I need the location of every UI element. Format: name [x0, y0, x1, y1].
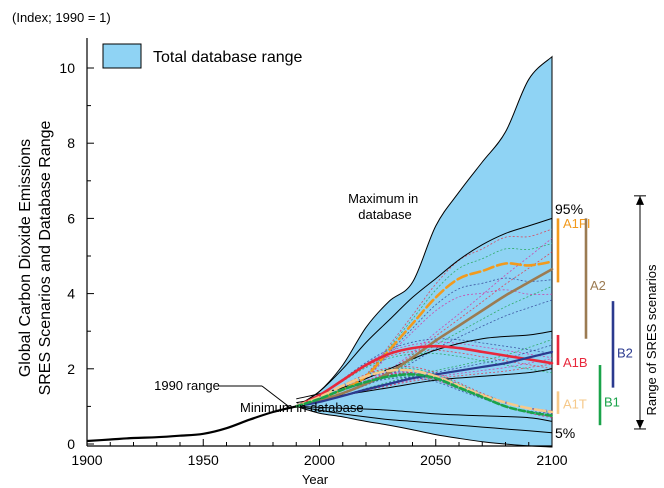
label-95-percent: 95% — [555, 201, 583, 217]
scenario-label-a1t: A1T — [563, 396, 587, 411]
marker-scenario-line — [296, 405, 553, 422]
scenario-label-a2: A2 — [590, 278, 606, 293]
scenario-label-b1: B1 — [604, 394, 620, 409]
sres-range-arrowhead-top — [636, 195, 644, 205]
series-line-a2 — [295, 267, 554, 408]
y-axis-label-line-2: SRES Scenarios and Database Range — [37, 120, 54, 395]
scenario-line-a2-variant — [296, 237, 553, 407]
series-line-a1b — [295, 344, 554, 408]
scenario-line-a1fi-variant — [296, 277, 553, 407]
y-tick-label: 4 — [67, 286, 75, 302]
marker-scenario-line — [296, 330, 553, 400]
x-tick-label: 2000 — [304, 452, 335, 468]
x-tick-label: 1950 — [188, 452, 219, 468]
annotation-minimum: Minimum in database — [240, 400, 364, 415]
annotation-1990-range-leader-2 — [261, 385, 293, 410]
legend: Total database range — [102, 43, 303, 69]
y-tick-label: 8 — [67, 135, 75, 151]
y-tick-label: 2 — [67, 361, 75, 377]
annotation-1990-range: 1990 range — [154, 378, 220, 393]
scenario-label-a1fi: A1FI — [563, 216, 590, 231]
y-tick-label: 6 — [67, 210, 75, 226]
scenario-label-a1b: A1B — [563, 355, 588, 370]
percentile-95-line — [296, 217, 553, 407]
percentile-5-line — [296, 405, 553, 434]
x-axis-label: Year — [302, 472, 329, 487]
scenario-line-a1b-variant — [296, 341, 553, 407]
legend-label: Total database range — [153, 49, 303, 66]
unit-note: (Index; 1990 = 1) — [12, 10, 111, 25]
y-tick-label: 10 — [59, 60, 75, 76]
scenario-line-a1b-variant — [296, 352, 553, 407]
historical-line — [86, 405, 297, 443]
scenario-line-a1b-variant — [296, 338, 553, 407]
scenario-line-a1fi-variant — [296, 228, 553, 407]
sres-range-arrowhead-bottom — [636, 419, 644, 429]
x-tick-label: 1900 — [71, 452, 102, 468]
scenario-label-b2: B2 — [617, 346, 633, 361]
series-line-b1 — [295, 373, 554, 418]
range-of-sres-label: Range of SRES scenarios — [644, 264, 659, 416]
scenario-line-a1fi-variant — [296, 243, 553, 407]
legend-swatch — [102, 43, 142, 69]
label-5-percent: 5% — [555, 425, 575, 441]
series-line-a1t — [295, 368, 554, 414]
scenario-line-a1fi-variant — [296, 289, 553, 407]
y-axis-label-line-1: Global Carbon Dioxide Emissions — [17, 139, 34, 377]
x-tick-label: 2050 — [420, 452, 451, 468]
annotation-maximum: Maximum in database — [348, 191, 422, 222]
x-tick-label: 2100 — [536, 452, 567, 468]
y-tick-label: 0 — [67, 436, 75, 452]
